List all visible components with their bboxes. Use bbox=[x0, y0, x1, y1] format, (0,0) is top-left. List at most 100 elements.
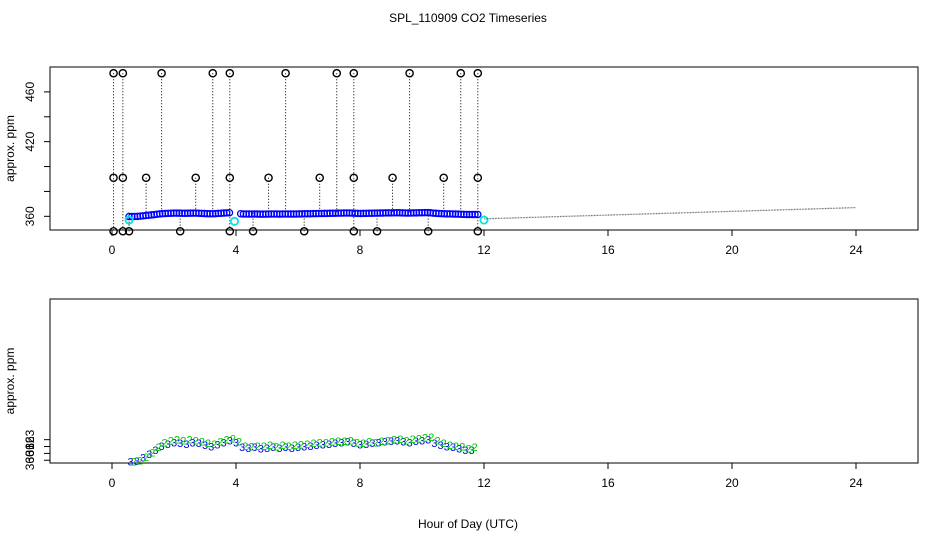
series-green-point: 2 bbox=[211, 439, 217, 451]
co2-blue-point bbox=[222, 209, 231, 217]
flag-point bbox=[225, 68, 235, 78]
x-tick-label: 20 bbox=[725, 476, 739, 490]
series-blue-point: 3 bbox=[332, 438, 338, 450]
series-blue-point: 3 bbox=[264, 443, 270, 455]
chart-title: SPL_110909 CO2 Timeseries bbox=[389, 11, 547, 25]
series-blue-point: 3 bbox=[407, 437, 413, 449]
series-green-point: 2 bbox=[472, 442, 478, 454]
co2-blue-point bbox=[474, 210, 482, 219]
series-blue-point: 3 bbox=[202, 440, 208, 452]
series-blue-point: 3 bbox=[165, 439, 171, 451]
series-green-point: 2 bbox=[341, 436, 347, 448]
flag-point bbox=[473, 173, 483, 183]
flag-point bbox=[473, 226, 483, 236]
series-blue-point: 3 bbox=[326, 439, 332, 451]
series-green-point: 2 bbox=[335, 436, 341, 448]
series-blue-point: 3 bbox=[233, 437, 239, 449]
x-tick-label: 16 bbox=[601, 476, 615, 490]
co2-blue-point bbox=[471, 210, 479, 219]
flag-point bbox=[473, 68, 483, 78]
series-green-point: 2 bbox=[441, 438, 447, 450]
series-green-point: 2 bbox=[242, 441, 248, 453]
y-axis-title: approx. ppm bbox=[3, 348, 17, 415]
x-tick-label: 24 bbox=[849, 476, 863, 490]
y-tick-label: 363 bbox=[23, 429, 37, 449]
series-green-point: 2 bbox=[149, 448, 155, 460]
y-tick-label: 361 bbox=[23, 443, 37, 463]
series-green-point: 2 bbox=[372, 437, 378, 449]
flag-point bbox=[175, 226, 185, 236]
series-blue-point: 3 bbox=[146, 449, 152, 461]
flag-point bbox=[141, 173, 151, 183]
series-blue-point: 3 bbox=[363, 439, 369, 451]
series-blue-point: 3 bbox=[252, 442, 258, 454]
series-blue-point: 3 bbox=[214, 439, 220, 451]
series-blue-point: 3 bbox=[128, 457, 134, 469]
series-blue-point: 3 bbox=[177, 438, 183, 450]
series-green-point: 2 bbox=[286, 441, 292, 453]
series-blue-point: 3 bbox=[351, 438, 357, 450]
series-blue-point: 3 bbox=[376, 437, 382, 449]
series-blue-point: 3 bbox=[307, 441, 313, 453]
x-tick-label: 4 bbox=[233, 243, 240, 257]
series-blue-point: 3 bbox=[450, 442, 456, 454]
series-green-point: 2 bbox=[317, 437, 323, 449]
series-blue-point: 3 bbox=[171, 437, 177, 449]
flag-point bbox=[405, 68, 414, 78]
series-green-point: 2 bbox=[224, 435, 230, 447]
cyan-point bbox=[229, 216, 239, 226]
x-tick-label: 24 bbox=[849, 243, 863, 257]
series-blue-point: 3 bbox=[134, 456, 140, 468]
series-blue-point: 3 bbox=[270, 442, 276, 454]
series-blue-point: 3 bbox=[438, 440, 444, 452]
series-blue-point: 3 bbox=[314, 440, 320, 452]
series-green-point: 2 bbox=[385, 435, 391, 447]
flag-point bbox=[191, 173, 200, 183]
series-blue-point: 3 bbox=[301, 442, 307, 454]
series-blue-point: 3 bbox=[456, 444, 462, 456]
y-axis-title: approx. ppm bbox=[3, 115, 17, 182]
series-blue-point: 3 bbox=[400, 437, 406, 449]
flag-point bbox=[349, 173, 359, 183]
series-blue-point: 3 bbox=[357, 439, 363, 451]
flag-point bbox=[349, 226, 359, 236]
series-blue-point: 3 bbox=[388, 436, 394, 448]
flag-point bbox=[248, 226, 258, 236]
series-green-point: 2 bbox=[453, 441, 459, 453]
series-green-point: 2 bbox=[298, 439, 304, 451]
x-tick-label: 4 bbox=[233, 476, 240, 490]
x-tick-label: 0 bbox=[109, 476, 116, 490]
series-blue-point: 3 bbox=[196, 438, 202, 450]
series-green-point: 2 bbox=[410, 434, 416, 446]
flag-point bbox=[372, 226, 382, 236]
series-blue-point: 3 bbox=[425, 435, 431, 447]
series-green-point: 2 bbox=[391, 435, 397, 447]
y-tick-label: 420 bbox=[23, 131, 37, 151]
flag-point bbox=[349, 68, 359, 78]
series-blue-point: 3 bbox=[295, 442, 301, 454]
panel-top: 0 4 8 12 16 20 24 360 420 460 approx. ppm bbox=[3, 66, 919, 257]
flag-point bbox=[118, 173, 128, 183]
flag-point bbox=[315, 173, 325, 183]
flag-point bbox=[225, 226, 235, 236]
series-green-point: 2 bbox=[379, 436, 385, 448]
series-green-point: 2 bbox=[217, 437, 223, 449]
series-blue-point: 3 bbox=[444, 442, 450, 454]
series-green-point: 2 bbox=[304, 439, 310, 451]
series-blue-point: 3 bbox=[345, 437, 351, 449]
flag-point bbox=[225, 173, 235, 183]
series-blue-point: 3 bbox=[382, 437, 388, 449]
series-green-point: 2 bbox=[397, 434, 403, 446]
series-blue-point: 3 bbox=[152, 445, 158, 457]
series-green-point: 2 bbox=[205, 438, 211, 450]
series-blue-point: 3 bbox=[338, 437, 344, 449]
series-blue-point: 3 bbox=[431, 438, 437, 450]
series-green-point: 2 bbox=[366, 437, 372, 449]
series-blue-point: 3 bbox=[419, 435, 425, 447]
series-green-point: 2 bbox=[155, 442, 161, 454]
flag-point bbox=[456, 68, 466, 78]
series-blue-point: 3 bbox=[369, 438, 375, 450]
series-green-point: 2 bbox=[465, 444, 471, 456]
x-tick-label: 16 bbox=[601, 243, 615, 257]
